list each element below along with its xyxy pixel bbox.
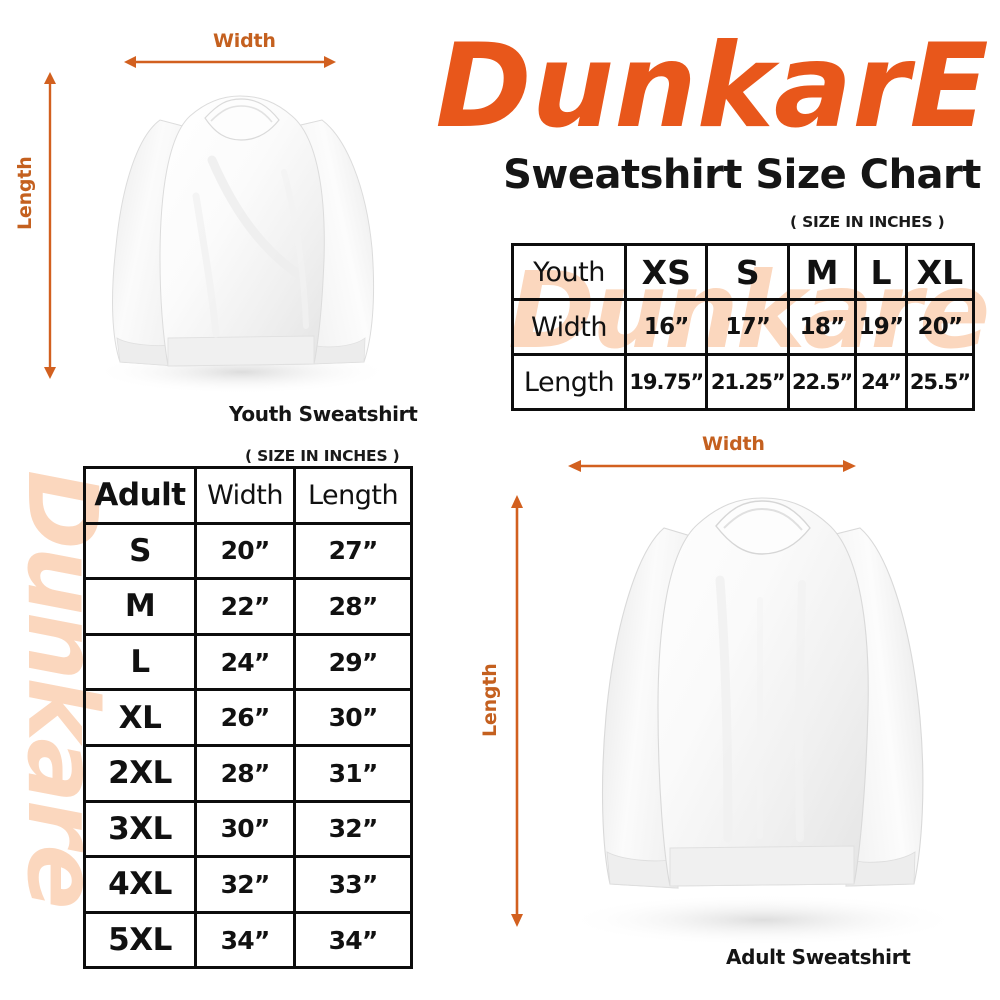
youth-length-xs: 19.75” [623, 353, 709, 411]
adult-col-header-length: Length [293, 466, 413, 525]
adult-size-m: M [83, 577, 197, 636]
youth-length-label-wrap: Length [0, 156, 50, 230]
adult-sweatshirt-caption: Adult Sweatshirt [726, 945, 911, 969]
youth-row-header: Youth [511, 243, 627, 301]
youth-width-arrow [124, 56, 336, 68]
table-row: Youth XS S M L XL [511, 243, 976, 301]
youth-size-xl: XL [904, 243, 976, 301]
brand-logo: DunkarE [432, 28, 992, 150]
adult-length-label: Length [479, 663, 501, 737]
adult-width-3xl: 30” [193, 799, 297, 859]
youth-size-xs: XS [623, 243, 709, 301]
adult-size-table-wrapper: Adult Width Length S 20” 27” M 22” 28” L… [83, 466, 413, 970]
youth-row-header-width: Width [511, 298, 627, 356]
youth-size-unit-note: ( SIZE IN INCHES ) [790, 213, 945, 231]
youth-length-m: 22.5” [786, 353, 858, 411]
youth-garment-panel: Width Length [0, 0, 440, 430]
table-row: Length 19.75” 21.25” 22.5” 24” 25.5” [511, 353, 976, 411]
adult-width-xl: 26” [193, 688, 297, 747]
table-row: 2XL 28” 31” [83, 743, 413, 803]
youth-sweatshirt-image [92, 95, 392, 394]
adult-length-5xl: 34” [293, 910, 413, 970]
youth-row-header-length: Length [511, 353, 627, 411]
adult-width-arrow [568, 460, 856, 472]
adult-length-3xl: 32” [293, 799, 413, 859]
adult-width-s: 20” [193, 521, 297, 581]
youth-width-xl: 20” [904, 298, 976, 356]
adult-col-header-width: Width [193, 466, 297, 525]
page-title: Sweatshirt Size Chart [503, 152, 981, 198]
adult-size-unit-note: ( SIZE IN INCHES ) [245, 447, 400, 465]
adult-size-xl: XL [83, 688, 197, 747]
youth-size-table-wrapper: Youth XS S M L XL Width 16” 17” 18” 19” … [511, 243, 976, 411]
table-row: 3XL 30” 32” [83, 799, 413, 859]
adult-width-5xl: 34” [193, 910, 297, 970]
adult-sweatshirt-image [563, 497, 963, 946]
youth-width-m: 18” [786, 298, 858, 356]
youth-size-l: L [854, 243, 908, 301]
youth-size-table: Youth XS S M L XL Width 16” 17” 18” 19” … [511, 243, 976, 411]
youth-length-l: 24” [854, 353, 908, 411]
table-row: XL 26” 30” [83, 688, 413, 747]
adult-width-l: 24” [193, 632, 297, 692]
table-row: 5XL 34” 34” [83, 910, 413, 970]
adult-length-m: 28” [293, 577, 413, 636]
youth-size-m: M [786, 243, 858, 301]
adult-size-3xl: 3XL [83, 799, 197, 859]
adult-size-5xl: 5XL [83, 910, 197, 970]
table-row: 4XL 32” 33” [83, 855, 413, 914]
youth-length-label: Length [14, 156, 36, 230]
adult-length-2xl: 31” [293, 743, 413, 803]
youth-length-xl: 25.5” [904, 353, 976, 411]
adult-width-m: 22” [193, 577, 297, 636]
adult-length-arrow [511, 495, 523, 927]
adult-width-label: Width [702, 433, 765, 455]
adult-length-xl: 30” [293, 688, 413, 747]
adult-width-2xl: 28” [193, 743, 297, 803]
brand-logo-text: DunkarE [435, 28, 988, 150]
table-row: M 22” 28” [83, 577, 413, 636]
adult-length-l: 29” [293, 632, 413, 692]
adult-size-4xl: 4XL [83, 855, 197, 914]
adult-size-2xl: 2XL [83, 743, 197, 803]
adult-col-header-size: Adult [83, 466, 197, 525]
table-row: L 24” 29” [83, 632, 413, 692]
table-row: S 20” 27” [83, 521, 413, 581]
table-header-row: Adult Width Length [83, 466, 413, 525]
youth-sweatshirt-caption: Youth Sweatshirt [229, 402, 418, 426]
adult-size-s: S [83, 521, 197, 581]
adult-size-l: L [83, 632, 197, 692]
adult-length-label-wrap: Length [460, 663, 520, 737]
adult-length-s: 27” [293, 521, 413, 581]
youth-width-xs: 16” [623, 298, 709, 356]
adult-length-4xl: 33” [293, 855, 413, 914]
youth-width-l: 19” [854, 298, 908, 356]
youth-length-s: 21.25” [705, 353, 790, 411]
table-row: Width 16” 17” 18” 19” 20” [511, 298, 976, 356]
youth-width-label: Width [213, 30, 276, 52]
adult-size-table: Adult Width Length S 20” 27” M 22” 28” L… [83, 466, 413, 970]
youth-width-s: 17” [705, 298, 790, 356]
youth-length-arrow [44, 72, 56, 379]
adult-garment-panel: Width Length [440, 420, 1000, 1000]
youth-size-s: S [705, 243, 790, 301]
adult-width-4xl: 32” [193, 855, 297, 914]
